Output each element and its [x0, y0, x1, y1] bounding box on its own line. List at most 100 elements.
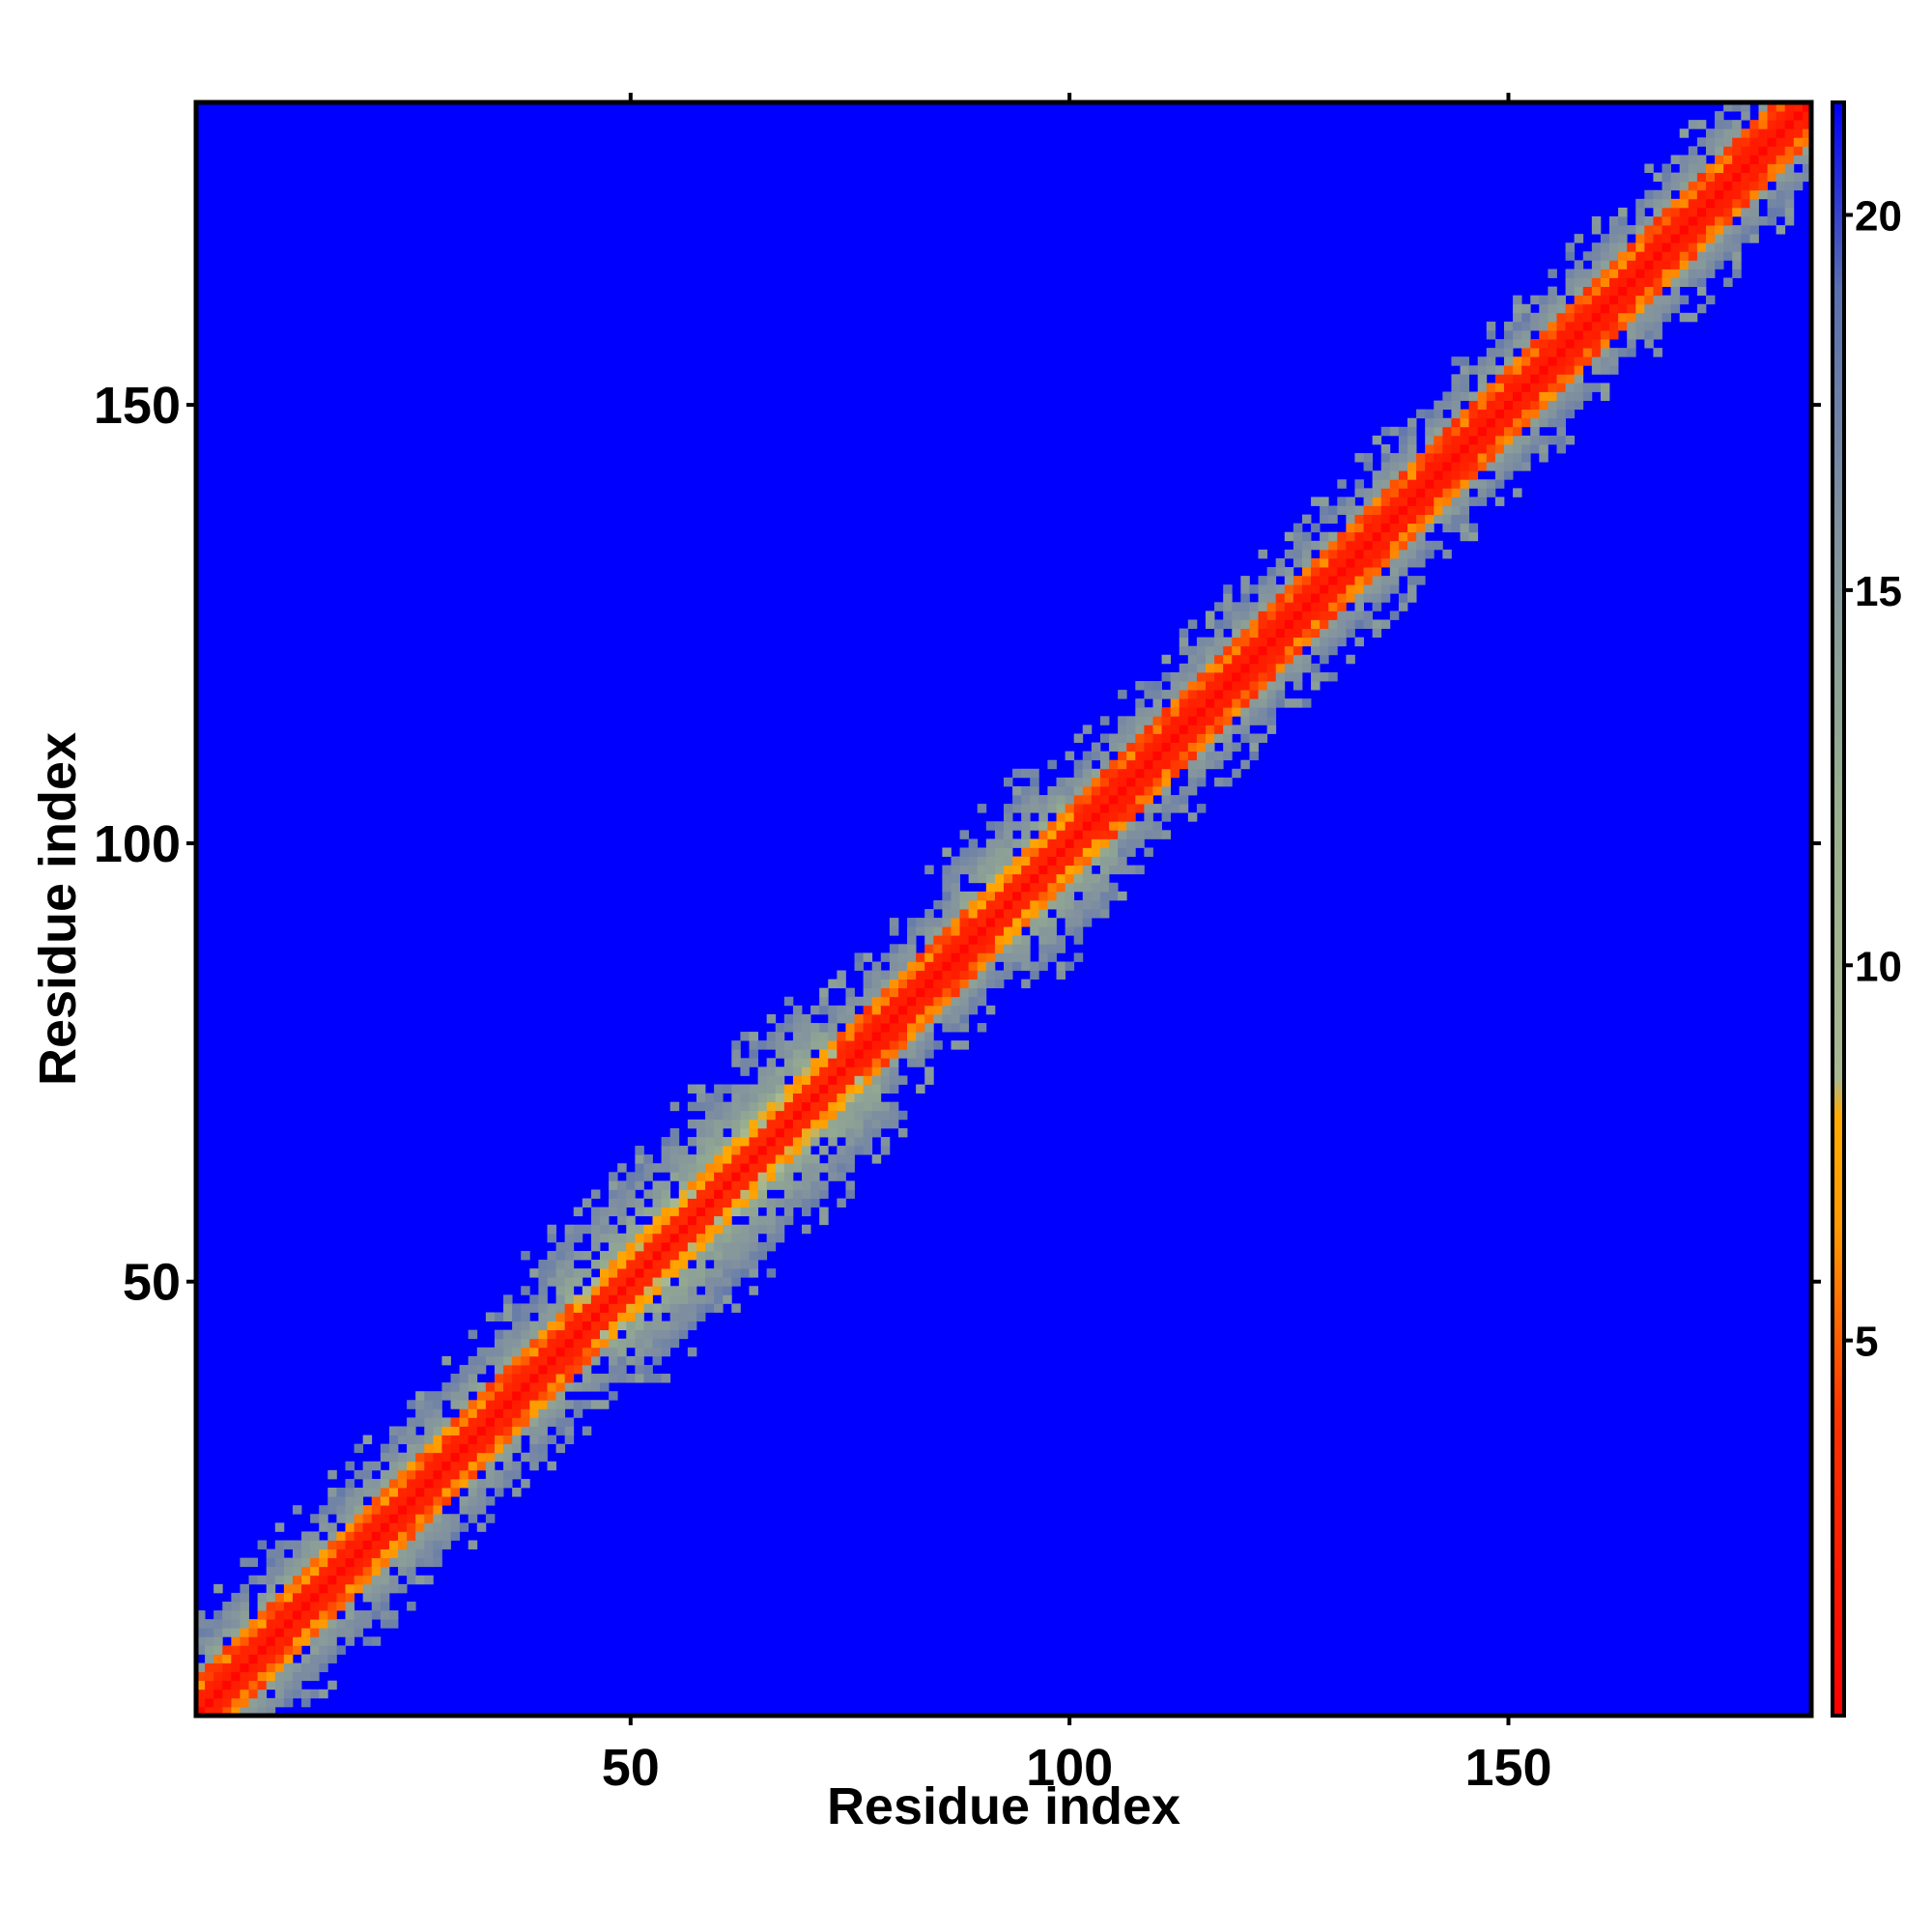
heatmap-cell [582, 1294, 592, 1304]
heatmap-cell [310, 1540, 320, 1549]
heatmap-cell [450, 1391, 461, 1401]
heatmap-cell [810, 1198, 820, 1208]
heatmap-cell [1565, 391, 1576, 401]
heatmap-cell [521, 1382, 530, 1392]
heatmap-cell [398, 1522, 408, 1532]
heatmap-cell [994, 838, 1005, 848]
heatmap-cell [968, 847, 979, 857]
heatmap-cell [205, 1680, 214, 1690]
heatmap-cell [609, 1241, 618, 1252]
heatmap-cell [547, 1461, 556, 1471]
heatmap-cell [1591, 348, 1602, 357]
heatmap-cell [398, 1540, 408, 1549]
heatmap-cell [880, 1075, 891, 1085]
heatmap-cell [1301, 549, 1312, 559]
heatmap-cell [1468, 443, 1479, 454]
heatmap-cell [1556, 295, 1566, 305]
heatmap-cell [1679, 172, 1690, 183]
heatmap-cell [1073, 830, 1084, 839]
heatmap-cell [354, 1514, 364, 1523]
heatmap-cell [1056, 830, 1066, 839]
heatmap-cell [1434, 470, 1443, 480]
heatmap-cell [1082, 891, 1093, 901]
heatmap-cell [1082, 785, 1093, 796]
heatmap-cell [257, 1575, 268, 1585]
heatmap-cell [1328, 557, 1338, 568]
heatmap-cell [301, 1540, 311, 1549]
heatmap-cell [1574, 286, 1584, 297]
heatmap-cell [590, 1321, 601, 1331]
heatmap-cell [257, 1619, 268, 1629]
heatmap-cell [1091, 847, 1101, 857]
heatmap-cell [433, 1435, 442, 1445]
heatmap-cell [749, 1146, 758, 1155]
heatmap-cell [714, 1172, 724, 1181]
heatmap-cell [1214, 628, 1224, 639]
heatmap-cell [407, 1540, 416, 1549]
heatmap-cell [380, 1619, 390, 1629]
heatmap-cell [1214, 716, 1224, 725]
heatmap-cell [547, 1400, 556, 1409]
heatmap-cell [723, 1163, 732, 1173]
heatmap-cell [635, 1374, 644, 1383]
heatmap-cell [371, 1488, 382, 1497]
heatmap-cell [424, 1426, 434, 1435]
heatmap-cell [696, 1172, 706, 1181]
heatmap-cell [441, 1522, 451, 1532]
heatmap-cell [450, 1382, 461, 1392]
heatmap-cell [362, 1478, 373, 1489]
heatmap-cell [407, 1400, 416, 1409]
heatmap-cell [792, 1075, 803, 1085]
heatmap-cell [871, 987, 882, 998]
heatmap-cell [1548, 321, 1557, 331]
heatmap-cell [388, 1557, 399, 1568]
heatmap-cell [1293, 523, 1303, 533]
heatmap-cell [283, 1628, 294, 1637]
heatmap-cell [1556, 374, 1566, 384]
heatmap-cell [555, 1321, 566, 1331]
heatmap-cell [521, 1426, 530, 1435]
heatmap-cell [1503, 409, 1514, 419]
heatmap-cell [319, 1522, 328, 1532]
heatmap-cell [1618, 286, 1628, 297]
heatmap-cell [1521, 443, 1531, 454]
heatmap-cell [590, 1355, 601, 1366]
heatmap-cell [1380, 443, 1391, 454]
heatmap-cell [512, 1329, 522, 1340]
heatmap-cell [705, 1110, 715, 1121]
heatmap-cell [783, 1093, 794, 1103]
heatmap-cell [415, 1400, 425, 1409]
heatmap-cell [388, 1469, 399, 1480]
heatmap-cell [1196, 698, 1207, 708]
heatmap-cell [1696, 181, 1707, 191]
heatmap-cell [1503, 453, 1514, 463]
heatmap-cell [687, 1277, 697, 1287]
heatmap-cell [1494, 339, 1505, 349]
heatmap-cell [916, 979, 925, 989]
heatmap-cell [1468, 453, 1479, 463]
heatmap-cell [705, 1277, 715, 1287]
heatmap-cell [977, 961, 987, 971]
heatmap-cell [1293, 637, 1303, 647]
heatmap-cell [248, 1645, 259, 1655]
heatmap-cell [345, 1628, 355, 1637]
heatmap-cell [1380, 549, 1391, 559]
heatmap-cell [959, 979, 970, 989]
heatmap-cell [380, 1575, 390, 1585]
heatmap-cell [1705, 251, 1716, 261]
heatmap-cell [407, 1488, 416, 1497]
heatmap-cell [468, 1364, 478, 1375]
heatmap-cell [573, 1268, 583, 1278]
heatmap-cell [521, 1338, 530, 1349]
heatmap-cell [609, 1172, 618, 1181]
heatmap-cell [1311, 576, 1321, 585]
heatmap-cell [1320, 505, 1329, 515]
heatmap-cell [1038, 821, 1048, 831]
heatmap-cell [669, 1207, 680, 1217]
heatmap-cell [1548, 356, 1557, 366]
heatmap-cell [1196, 663, 1207, 673]
heatmap-cell [459, 1408, 469, 1418]
heatmap-cell [521, 1452, 530, 1463]
heatmap-cells [196, 102, 1812, 1717]
heatmap-cell [819, 1049, 829, 1059]
